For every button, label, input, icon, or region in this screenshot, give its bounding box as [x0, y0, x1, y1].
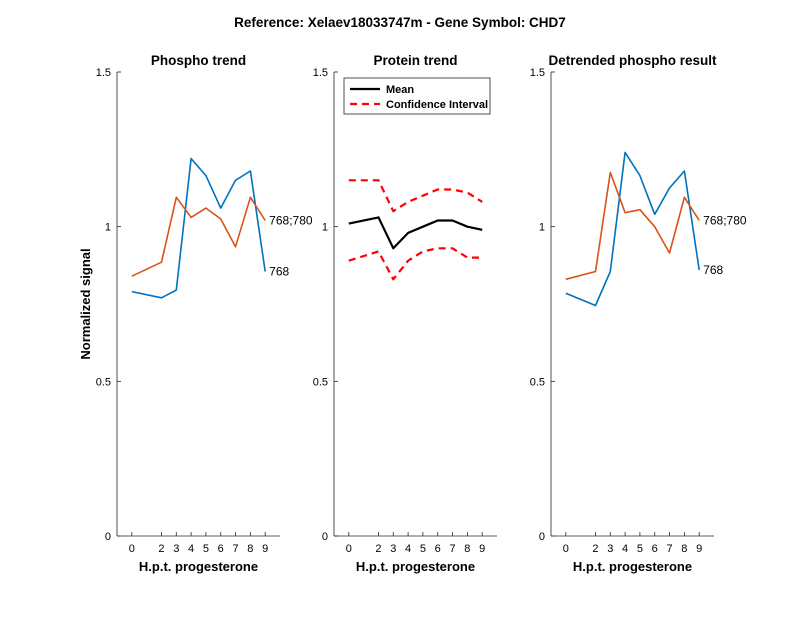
x-tick-label: 3: [173, 543, 179, 555]
x-tick-label: 5: [637, 543, 643, 555]
x-tick-label: 7: [666, 543, 672, 555]
x-tick-label: 5: [420, 543, 426, 555]
x-tick-label: 8: [464, 543, 470, 555]
y-tick-label: 1: [322, 222, 328, 234]
x-tick-label: 8: [247, 543, 253, 555]
figure-title: Reference: Xelaev18033747m - Gene Symbol…: [234, 15, 566, 30]
panel-title: Detrended phospho result: [548, 53, 717, 68]
y-tick-label: 1.5: [313, 67, 328, 79]
x-tick-label: 2: [592, 543, 598, 555]
y-tick-label: 0.5: [313, 376, 328, 388]
x-axis-label: H.p.t. progesterone: [573, 559, 692, 574]
x-tick-label: 9: [262, 543, 268, 555]
x-tick-label: 6: [652, 543, 658, 555]
x-tick-label: 7: [232, 543, 238, 555]
x-tick-label: 6: [435, 543, 441, 555]
x-axis-label: H.p.t. progesterone: [139, 559, 258, 574]
x-tick-label: 3: [607, 543, 613, 555]
y-tick-label: 0: [539, 531, 545, 543]
y-tick-label: 0: [322, 531, 328, 543]
series-end-label: 768: [703, 263, 723, 277]
series-line: [565, 171, 700, 281]
y-tick-label: 0: [105, 531, 111, 543]
y-tick-label: 0.5: [96, 376, 111, 388]
x-tick-label: 0: [129, 543, 135, 555]
x-tick-label: 2: [158, 543, 164, 555]
x-tick-label: 5: [203, 543, 209, 555]
series-line: [348, 179, 483, 213]
y-tick-label: 1: [539, 222, 545, 234]
legend-box: [343, 77, 491, 115]
x-tick-label: 8: [681, 543, 687, 555]
legend-label: Confidence Interval: [386, 99, 488, 111]
x-axis-label: H.p.t. progesterone: [356, 559, 475, 574]
x-tick-label: 4: [188, 543, 194, 555]
chart-panel-1: 0 0.5 1 1.5 0 2 3 4 5 6 7 8 9 Phospho trend H.p.t. pro…: [78, 53, 313, 574]
chart-panel-2: 0 0.5 1 1.5 0 2 3 4 5 6 7 8 9 Protein trend H.p.t. pro…: [313, 53, 497, 574]
x-tick-label: 4: [405, 543, 411, 555]
chart-panel-3: 0 0.5 1 1.5 0 2 3 4 5 6 7 8 9 Detrended phospho resul…: [530, 53, 747, 574]
y-axis-label: Normalized signal: [78, 248, 93, 359]
y-tick-label: 1.5: [96, 67, 111, 79]
panel-title: Phospho trend: [151, 53, 246, 68]
series-line: [348, 247, 483, 281]
x-tick-label: 9: [696, 543, 702, 555]
panel-title: Protein trend: [373, 53, 457, 68]
series-line: [565, 151, 700, 307]
x-tick-label: 0: [346, 543, 352, 555]
x-tick-label: 3: [390, 543, 396, 555]
x-tick-label: 4: [622, 543, 628, 555]
series-line: [348, 216, 483, 250]
x-tick-label: 2: [375, 543, 381, 555]
x-tick-label: 0: [563, 543, 569, 555]
series-line: [131, 196, 266, 277]
series-end-label: 768;780: [703, 213, 747, 227]
series-end-label: 768: [269, 265, 289, 279]
y-tick-label: 1: [105, 222, 111, 234]
y-tick-label: 1.5: [530, 67, 545, 79]
y-tick-label: 0.5: [530, 376, 545, 388]
series-line: [131, 157, 266, 299]
x-tick-label: 9: [479, 543, 485, 555]
x-tick-label: 6: [218, 543, 224, 555]
x-tick-label: 7: [449, 543, 455, 555]
series-end-label: 768;780: [269, 213, 313, 227]
legend-label: Mean: [386, 84, 414, 96]
